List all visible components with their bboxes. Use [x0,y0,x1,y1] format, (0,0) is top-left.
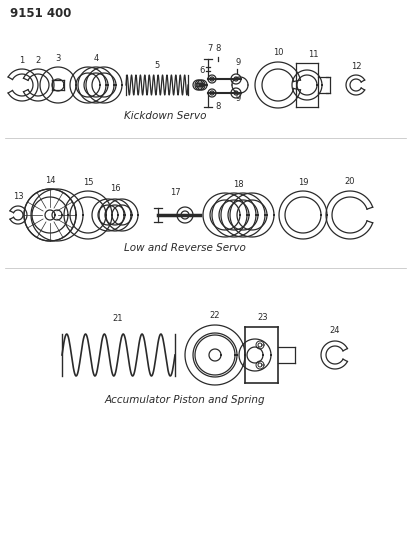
Text: 6: 6 [199,66,205,75]
Text: 23: 23 [258,313,268,322]
Text: 15: 15 [83,178,93,187]
Text: 7: 7 [207,44,212,53]
Text: 13: 13 [13,192,23,201]
Text: 11: 11 [308,50,318,59]
Text: 5: 5 [155,61,159,70]
Text: Accumulator Piston and Spring: Accumulator Piston and Spring [105,395,266,405]
Text: 14: 14 [45,176,55,185]
Text: Kickdown Servo: Kickdown Servo [124,111,206,121]
Text: 9: 9 [236,94,240,103]
Text: 8: 8 [215,44,221,53]
Text: 9151 400: 9151 400 [10,7,72,20]
Text: 17: 17 [170,188,180,197]
Text: 22: 22 [210,311,220,320]
Text: 3: 3 [55,54,61,63]
Text: 8: 8 [215,102,221,111]
Text: 10: 10 [273,48,283,57]
Text: 24: 24 [330,326,340,335]
Text: Low and Reverse Servo: Low and Reverse Servo [124,243,246,253]
Text: 19: 19 [298,178,308,187]
Text: 21: 21 [113,314,123,323]
Text: 9: 9 [236,58,240,67]
Text: 20: 20 [345,177,355,186]
Text: 1: 1 [19,56,25,65]
Text: 16: 16 [110,184,120,193]
Text: 18: 18 [233,180,243,189]
Text: 12: 12 [351,62,361,71]
Text: 4: 4 [93,54,99,63]
Text: 2: 2 [35,56,41,65]
